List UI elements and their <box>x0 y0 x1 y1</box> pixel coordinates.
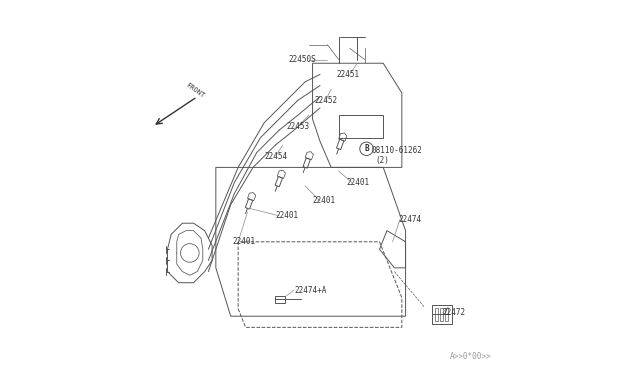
Text: 22474+A: 22474+A <box>294 286 326 295</box>
Text: 22401: 22401 <box>275 211 298 220</box>
Bar <box>431 305 452 324</box>
Bar <box>275 296 285 303</box>
Text: 22453: 22453 <box>287 122 310 131</box>
Text: 22472: 22472 <box>443 308 466 317</box>
Text: (2): (2) <box>376 156 390 165</box>
Text: 22451: 22451 <box>337 70 360 79</box>
Text: 22401: 22401 <box>312 196 336 205</box>
Text: 22454: 22454 <box>264 152 287 161</box>
Text: 22452: 22452 <box>314 96 337 105</box>
Bar <box>339 115 383 138</box>
Text: A>>0*00>>: A>>0*00>> <box>449 352 491 361</box>
Bar <box>440 308 443 321</box>
Text: FRONT: FRONT <box>185 81 206 99</box>
Bar <box>445 308 449 321</box>
Text: 22401: 22401 <box>346 178 369 187</box>
Bar <box>435 308 438 321</box>
Text: 22401: 22401 <box>232 237 256 246</box>
Text: 22474: 22474 <box>398 215 421 224</box>
Text: 08110-61262: 08110-61262 <box>371 146 422 155</box>
Text: B: B <box>364 144 369 153</box>
Text: 22450S: 22450S <box>289 55 316 64</box>
